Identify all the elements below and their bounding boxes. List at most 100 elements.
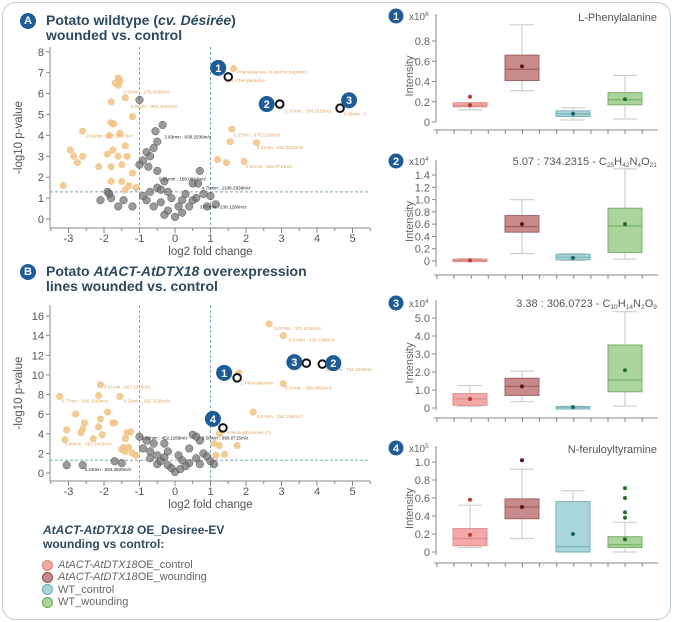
significant-point (56, 392, 64, 401)
point-annotation: 9.52min : 927.5657m/z (86, 133, 133, 138)
title-text: ) (231, 12, 236, 28)
x-tick-label: -2 (99, 233, 109, 245)
significant-point (253, 139, 261, 147)
y-multiplier-exponent: 4 (425, 156, 429, 163)
highlight-badge (204, 410, 221, 427)
point-annotation: 5.07min : 370.1236m/z (274, 326, 321, 331)
point-annotation: 5.86min : 964.4834m/z (131, 104, 178, 109)
nonsignificant-point (167, 464, 176, 473)
point-annotation: 6.77min : 366.2369m/z (61, 398, 108, 403)
y-axis-label: -log10 p-value (13, 101, 25, 174)
y-tick-label: 0.6 (415, 219, 430, 231)
y-multiplier: x106 (409, 11, 429, 23)
box-title-text: N-feruloyltyramine (568, 444, 657, 456)
significant-point (118, 161, 126, 169)
y-tick-label: 1.0 (415, 385, 430, 397)
significant-point (103, 150, 112, 158)
box-badge-number: 4 (393, 443, 400, 455)
y-tick-label: 4 (38, 429, 44, 441)
nonsignificant-point (195, 460, 204, 469)
significant-point (279, 332, 287, 340)
nonsignificant-point (210, 460, 219, 469)
nonsignificant-point (107, 194, 116, 203)
point-annotation: 9.20min : 292.2026m/z (124, 398, 171, 403)
significant-point (59, 181, 67, 190)
y-tick-label: 0.8 (415, 36, 430, 48)
box (452, 528, 488, 547)
significant-point (103, 408, 112, 416)
highlight-badge-number: 2 (264, 99, 270, 111)
significant-point (95, 423, 103, 431)
x-tick-label: -2 (99, 486, 109, 498)
y-tick-label: 1.0 (415, 195, 430, 207)
mean-point (571, 255, 575, 260)
y-tick-label: 5 (38, 110, 44, 122)
nonsignificant-point (156, 457, 165, 466)
x-tick-label: 0 (172, 486, 178, 498)
nonsignificant-point (139, 444, 148, 453)
point-annotation: 3.31min : 292.0922m/z (257, 145, 304, 150)
point-annotation: 0.62min : 276.0296m/z (124, 90, 171, 95)
highlight-badge-number: 3 (291, 357, 297, 369)
nonsignificant-point (142, 436, 151, 445)
formula-element: H (618, 298, 626, 310)
mean-point (520, 505, 524, 509)
significant-point (96, 381, 105, 389)
nonsignificant-point (160, 210, 169, 219)
significant-point (116, 392, 124, 401)
point-annotation: L-Phenylalanine (232, 78, 265, 83)
nonsignificant-point (78, 461, 87, 470)
significant-point (226, 138, 234, 146)
nonsignificant-point (202, 202, 211, 211)
y-tick-label: 0.4 (415, 77, 430, 89)
point-annotation: N-feruloyltyramine (?) (226, 430, 271, 435)
nonsignificant-point (96, 196, 105, 205)
nonsignificant-point (149, 202, 158, 211)
point-annotation: 4.70min : 1106.2938m/z (202, 186, 252, 191)
mean-point (520, 64, 524, 69)
significant-point (229, 64, 238, 73)
point-annotation: 1.50min : 452.1189m/z (141, 436, 188, 441)
box-title: 3.38 : 306.0723 - C10 H14 N2 O9 (516, 298, 657, 311)
y-tick-label: 0.6 (415, 56, 430, 68)
mean-point (623, 222, 627, 227)
significant-point (111, 419, 119, 427)
significant-point (107, 177, 115, 185)
highlight-badge-number: 3 (346, 95, 352, 107)
mean-point (468, 103, 472, 108)
legend-label: OE_wounding (137, 571, 207, 584)
significant-point (128, 112, 136, 121)
mean-point (468, 258, 472, 263)
nonsignificant-point (146, 454, 155, 463)
highlight-badge-number: 1 (215, 63, 221, 75)
nonsignificant-point (128, 202, 137, 211)
formula-subscript: 21 (650, 162, 658, 169)
formula-element: C (602, 298, 610, 310)
nonsignificant-point (160, 177, 169, 186)
highlight-badge (258, 96, 275, 113)
legend-item: AtACT-AtDTX18 OE_wounding (42, 571, 224, 583)
formula-subscript: 4 (637, 162, 641, 169)
point-annotation: 5.07min : 370.1236m/z (234, 132, 281, 137)
legend: AtACT-AtDTX18 OE_Desiree-EV wounding vs … (42, 523, 224, 608)
legend-item: AtACT-AtDTX18 OE_control (42, 559, 224, 571)
x-tick-label: -1 (135, 233, 145, 245)
outlier-point (623, 515, 627, 520)
formula-subscript: 9 (653, 304, 657, 311)
formula-element: H (614, 156, 622, 168)
significant-point (95, 391, 103, 400)
x-tick-label: 1 (207, 486, 213, 498)
nonsignificant-point (178, 208, 187, 217)
formula-subscript: 42 (622, 162, 630, 169)
significant-point (265, 320, 273, 328)
nonsignificant-point (170, 212, 180, 221)
y-axis-label: Intensity (404, 201, 416, 242)
mean-point (571, 532, 575, 536)
y-axis-label: Intensity (404, 488, 416, 529)
mean-point (623, 97, 627, 102)
significant-point (121, 94, 129, 102)
mean-point (571, 405, 575, 410)
y-tick-label: 2 (38, 448, 44, 460)
y-tick-label: 0.2 (415, 244, 430, 256)
y-tick-label: 3 (38, 151, 44, 163)
